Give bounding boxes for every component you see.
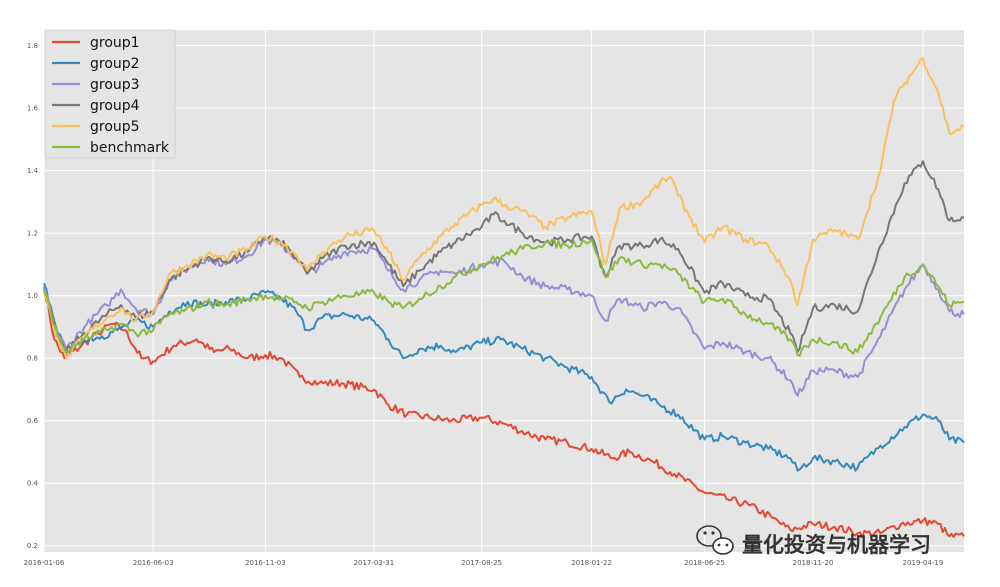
legend-label-group2: group2 [90, 56, 140, 72]
legend-label-benchmark: benchmark [90, 140, 170, 156]
legend-label-group1: group1 [90, 35, 140, 51]
series-line-group5 [43, 57, 965, 360]
x-tick-label: 2017-08-25 [461, 559, 502, 567]
y-tick-label: 1.0 [27, 292, 38, 300]
legend: group1 group2 group3 group4 group5 benchmark [44, 29, 176, 159]
x-tick-label: 2017-03-31 [354, 559, 395, 567]
x-tick-label: 2019-04-19 [903, 559, 944, 567]
legend-label-group3: group3 [90, 77, 140, 93]
x-axis-ticks: 2016-01-06 2016-06-03 2016-11-03 2017-03-31… [24, 559, 944, 567]
y-tick-label: 0.4 [27, 480, 39, 488]
series-lines [43, 57, 965, 538]
y-tick-label: 0.8 [27, 355, 38, 363]
watermark: 量化投资与机器学习 [696, 525, 931, 557]
x-tick-label: 2018-11-20 [793, 559, 834, 567]
series-line-benchmark [43, 238, 965, 357]
x-tick-label: 2016-11-03 [245, 559, 286, 567]
y-tick-label: 0.2 [27, 542, 38, 550]
plot-background [44, 30, 964, 552]
y-tick-label: 1.6 [27, 105, 39, 113]
y-tick-label: 1.2 [27, 230, 38, 238]
y-tick-label: 0.6 [27, 417, 39, 425]
legend-label-group5: group5 [90, 119, 140, 135]
x-tick-label: 2016-01-06 [24, 559, 65, 567]
grid-lines [43, 30, 964, 552]
x-tick-label: 2018-06-25 [684, 559, 725, 567]
y-tick-label: 1.4 [27, 167, 39, 175]
y-axis-ticks: 0.2 0.4 0.6 0.8 1.0 1.2 1.4 1.6 1.8 [27, 42, 39, 550]
x-tick-label: 2018-01-22 [571, 559, 612, 567]
y-tick-label: 1.8 [27, 42, 38, 50]
series-line-group1 [43, 286, 965, 538]
series-line-group4 [43, 160, 965, 353]
x-tick-label: 2016-06-03 [133, 559, 174, 567]
wechat-icon [696, 525, 734, 555]
watermark-text: 量化投资与机器学习 [742, 533, 931, 557]
legend-label-group4: group4 [90, 98, 140, 114]
